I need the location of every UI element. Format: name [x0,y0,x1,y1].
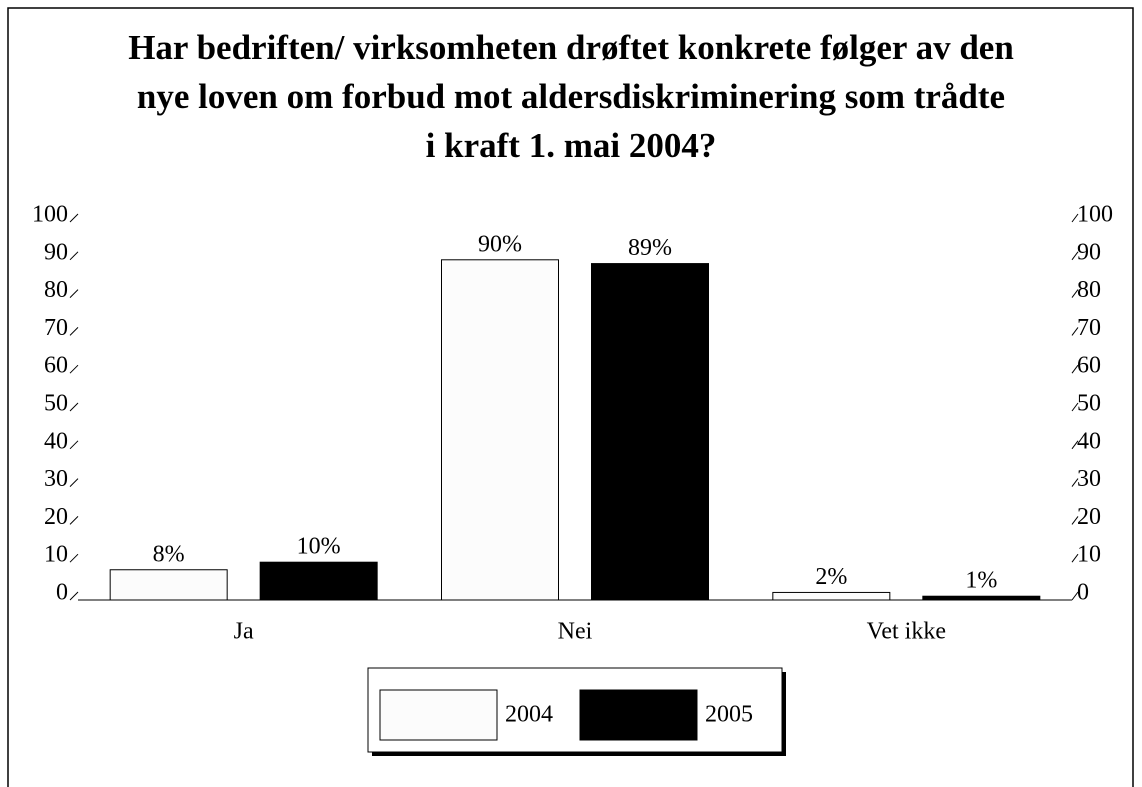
y-tick-label: 70 [44,315,68,341]
y2-tick [1071,289,1079,298]
y2-tick [1071,402,1079,412]
legend-swatch [579,689,698,741]
y2-tick [1071,364,1079,374]
x-tick-label: Nei [558,619,593,645]
y-tick [69,516,79,525]
value-label: 8% [153,541,185,567]
y2-tick-label: 40 [1077,428,1101,454]
y-tick-label: 90 [44,239,68,265]
value-label: 90% [478,231,522,257]
y2-tick-label: 20 [1077,504,1101,530]
y2-tick-label: 50 [1077,391,1101,417]
y2-tick-label: 80 [1077,277,1101,303]
x-tick-label: Ja [234,619,254,645]
y-tick-label: 40 [44,428,68,454]
chart-title: Har bedriften/ virksomheten drøftet konk… [128,28,1014,67]
y-tick [69,478,79,487]
bar [441,259,559,601]
y-tick [69,402,79,412]
y2-tick [1071,591,1079,601]
frame [7,7,1134,787]
y-tick [69,553,79,563]
y-tick [69,289,79,298]
y2-tick [1071,213,1079,223]
value-label: 89% [628,235,672,261]
y2-tick-label: 70 [1077,315,1101,341]
y2-tick [1071,553,1079,563]
y-tick-label: 20 [44,504,68,530]
y-tick-label: 10 [44,542,68,568]
y-tick [69,213,79,223]
value-label: 1% [965,568,997,594]
chart-title: i kraft 1. mai 2004? [426,126,717,165]
bar [259,561,378,601]
y2-tick [1071,251,1079,261]
value-label: 10% [297,534,341,560]
y2-tick-label: 0 [1077,580,1089,606]
x-tick-label: Vet ikke [867,619,946,645]
bar [109,569,228,601]
y2-tick-label: 10 [1077,542,1101,568]
y2-tick [1071,327,1079,336]
y-tick [69,364,79,374]
bar [772,591,891,601]
legend-label: 2004 [505,702,553,728]
y-tick [69,251,79,261]
y-tick-label: 50 [44,391,68,417]
y-tick-label: 60 [44,353,68,379]
y2-tick-label: 90 [1077,239,1101,265]
y2-tick-label: 60 [1077,353,1101,379]
y2-tick [1071,516,1079,525]
bar [922,595,1041,601]
y-tick [69,591,79,601]
y-tick-label: 30 [44,466,68,492]
legend-label: 2005 [705,702,753,728]
legend-swatch [379,689,498,741]
y-tick-label: 0 [56,580,68,606]
chart-title: nye loven om forbud mot aldersdiskrimine… [137,77,1005,116]
y-tick-label: 80 [44,277,68,303]
bar [591,263,709,601]
y2-tick [1071,478,1079,487]
y-tick-label: 100 [32,202,68,228]
y-tick [69,440,79,450]
y-tick [69,327,79,336]
y2-tick-label: 30 [1077,466,1101,492]
value-label: 2% [815,564,847,590]
y2-tick [1071,440,1079,450]
y2-tick-label: 100 [1077,202,1113,228]
